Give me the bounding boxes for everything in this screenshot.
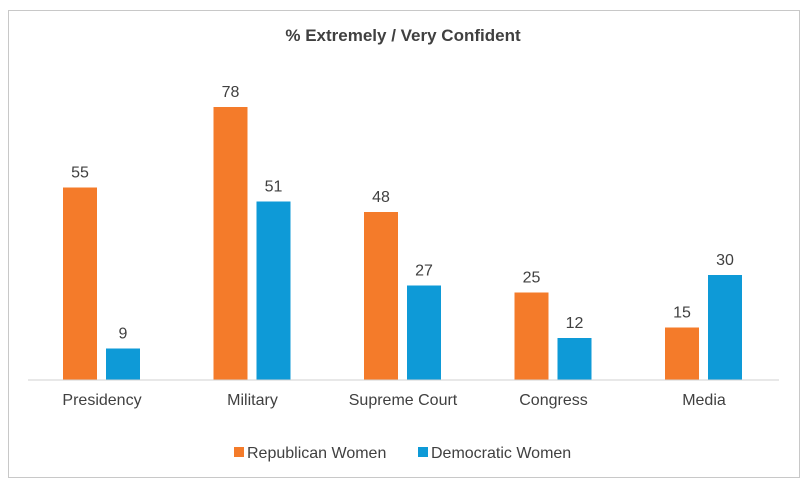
bar-military-democratic-women: [256, 201, 291, 380]
category-labels: Presidency Military Supreme Court Congress M…: [62, 392, 725, 409]
bar-media-democratic-women: [708, 275, 742, 380]
category-label-military: Military: [227, 392, 278, 409]
data-label-congress-democratic-women: 12: [566, 315, 584, 332]
bar-military-republican-women: [213, 107, 248, 380]
data-label-military-republican-women: 78: [222, 84, 240, 101]
chart-frame: [8, 10, 800, 478]
bar-congress-republican-women: [514, 292, 549, 380]
data-label-supreme-court-democratic-women: 27: [415, 263, 433, 280]
legend-swatch-democratic-women: [418, 447, 428, 457]
data-label-presidency-republican-women: 55: [71, 165, 89, 182]
data-label-presidency-democratic-women: 9: [119, 326, 128, 343]
data-label-media-republican-women: 15: [673, 305, 691, 322]
legend: Republican Women Democratic Women: [234, 445, 571, 462]
category-label-presidency: Presidency: [62, 392, 141, 409]
legend-swatch-republican-women: [234, 447, 244, 457]
legend-label-democratic-women: Democratic Women: [431, 445, 571, 462]
bar-supreme-court-republican-women: [364, 212, 398, 380]
bar-media-republican-women: [665, 327, 699, 380]
bar-presidency-republican-women: [63, 187, 97, 380]
bar-congress-democratic-women: [557, 338, 592, 380]
category-label-supreme-court: Supreme Court: [349, 392, 458, 409]
data-label-military-democratic-women: 51: [265, 179, 283, 196]
data-label-supreme-court-republican-women: 48: [372, 189, 390, 206]
category-label-media: Media: [682, 392, 726, 409]
data-label-congress-republican-women: 25: [523, 270, 541, 287]
legend-label-republican-women: Republican Women: [247, 445, 386, 462]
data-label-media-democratic-women: 30: [716, 252, 734, 269]
category-label-congress: Congress: [519, 392, 587, 409]
bar-presidency-democratic-women: [106, 348, 140, 380]
chart-title: % Extremely / Very Confident: [285, 26, 521, 45]
bars-group: 55 9 78 51 48 27 25 12 15 30: [63, 84, 742, 380]
bar-supreme-court-democratic-women: [407, 285, 441, 380]
